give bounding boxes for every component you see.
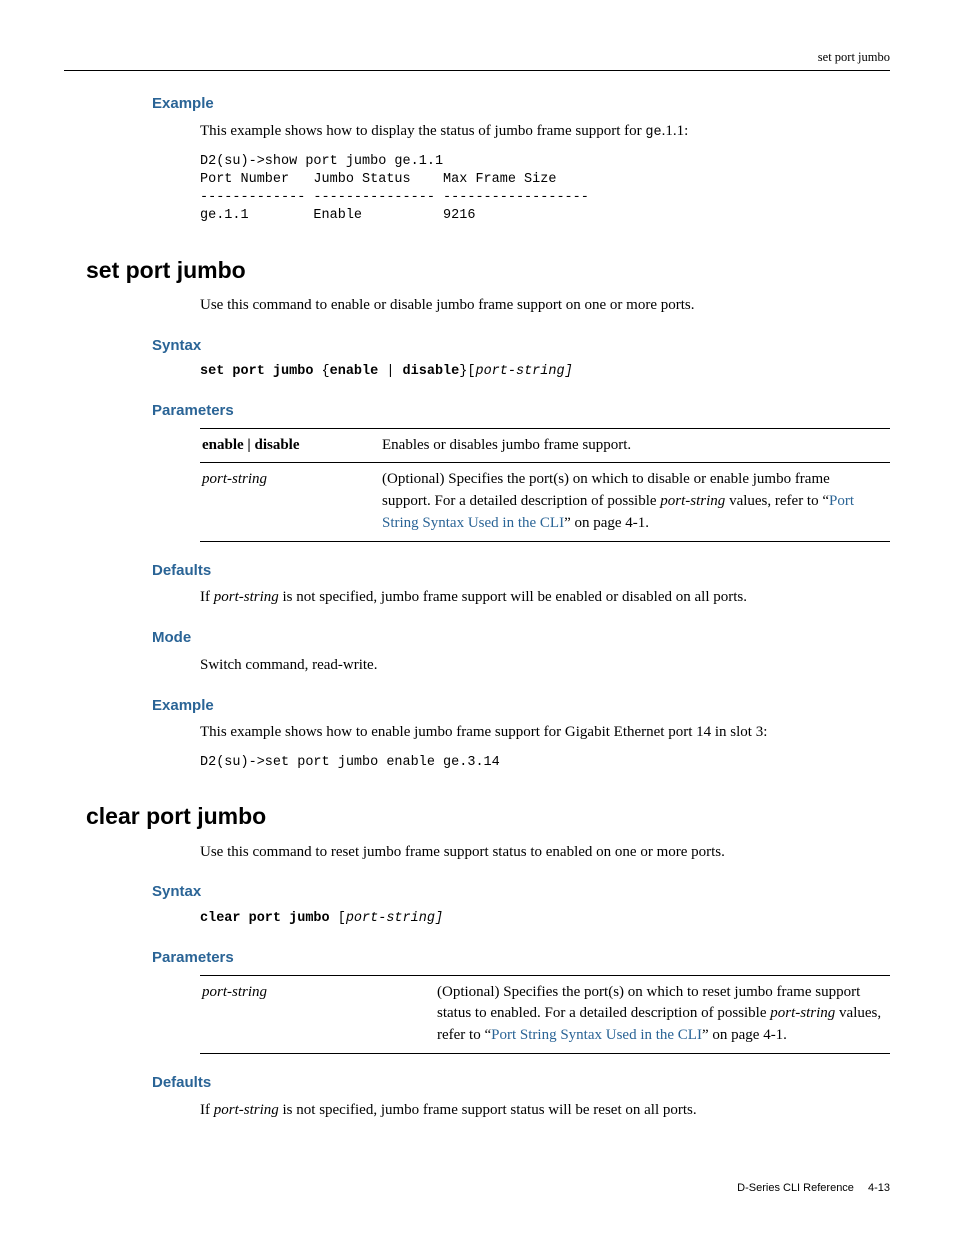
defaults2-em: port-string — [214, 1102, 279, 1118]
defaults2-post: is not specified, jumbo frame support st… — [279, 1102, 697, 1118]
defaults-em: port-string — [214, 589, 279, 605]
syntax2-bracket-open: [ — [330, 911, 346, 926]
heading-example-2: Example — [152, 695, 890, 717]
heading-defaults-2: Defaults — [152, 1072, 890, 1094]
syntax-clear-port-jumbo: clear port jumbo [port-string] — [200, 909, 890, 929]
param-desc-mid: values, refer to “ — [725, 493, 829, 509]
param-desc-post: ” on page 4-1. — [564, 515, 649, 531]
heading-mode-1: Mode — [152, 627, 890, 649]
heading-parameters-2: Parameters — [152, 947, 890, 969]
param2-desc-post: ” on page 4-1. — [702, 1027, 787, 1043]
heading-example-1: Example — [152, 93, 890, 115]
example1-intro: This example shows how to display the st… — [200, 121, 890, 143]
table-row: enable | disable Enables or disables jum… — [200, 428, 890, 463]
xref-port-string-syntax-2[interactable]: Port String Syntax Used in the CLI — [491, 1027, 702, 1043]
defaults2-pre: If — [200, 1102, 214, 1118]
header-right-text: set port jumbo — [818, 50, 890, 64]
param-name-italic-2: port-string — [202, 984, 267, 1000]
param-name-italic: port-string — [202, 471, 267, 487]
syntax-kw3: disable — [403, 364, 460, 379]
syntax-kw2: enable — [330, 364, 379, 379]
syntax-set-port-jumbo: set port jumbo {enable | disable}[port-s… — [200, 362, 890, 382]
example1-code: D2(su)->show port jumbo ge.1.1 Port Numb… — [200, 153, 890, 226]
syntax-pipe: | — [378, 364, 402, 379]
page-footer: D-Series CLI Reference 4-13 — [64, 1181, 890, 1197]
example2-code: D2(su)->set port jumbo enable ge.3.14 — [200, 754, 890, 772]
param-desc: (Optional) Specifies the port(s) on whic… — [380, 463, 890, 541]
syntax-brace-open: { — [313, 364, 329, 379]
heading-syntax-1: Syntax — [152, 335, 890, 357]
example2-text: This example shows how to enable jumbo f… — [200, 722, 890, 744]
syntax-kw1: set port jumbo — [200, 364, 313, 379]
heading-syntax-2: Syntax — [152, 881, 890, 903]
defaults-text-1: If port-string is not specified, jumbo f… — [200, 587, 890, 609]
param-desc: Enables or disables jumbo frame support. — [380, 428, 890, 463]
syntax2-kw1: clear port jumbo — [200, 911, 330, 926]
example1-intro-post: .1.1: — [662, 123, 689, 139]
param-desc: (Optional) Specifies the port(s) on whic… — [435, 975, 890, 1053]
clear-port-jumbo-desc: Use this command to reset jumbo frame su… — [200, 842, 890, 864]
mode-text-1: Switch command, read-write. — [200, 655, 890, 677]
defaults-post: is not specified, jumbo frame support wi… — [279, 589, 747, 605]
page-header: set port jumbo — [64, 48, 890, 71]
example1-intro-pre: This example shows how to display the st… — [200, 123, 645, 139]
heading-parameters-1: Parameters — [152, 400, 890, 422]
syntax2-arg: port-string] — [346, 911, 443, 926]
example1-intro-code: ge — [645, 125, 661, 140]
param-table-set: enable | disable Enables or disables jum… — [200, 428, 890, 542]
heading-defaults-1: Defaults — [152, 560, 890, 582]
param-desc-em: port-string — [660, 493, 725, 509]
param-name: enable | disable — [200, 428, 380, 463]
param-name-bold: enable | disable — [202, 437, 300, 453]
defaults-text-2: If port-string is not specified, jumbo f… — [200, 1100, 890, 1122]
heading-clear-port-jumbo: clear port jumbo — [86, 800, 890, 833]
param-name: port-string — [200, 463, 380, 541]
table-row: port-string (Optional) Specifies the por… — [200, 463, 890, 541]
param2-desc-em: port-string — [770, 1005, 835, 1021]
param-name: port-string — [200, 975, 435, 1053]
syntax-brace-close: }[ — [459, 364, 475, 379]
param-table-clear: port-string (Optional) Specifies the por… — [200, 975, 890, 1054]
heading-set-port-jumbo: set port jumbo — [86, 254, 890, 287]
syntax-arg: port-string] — [475, 364, 572, 379]
table-row: port-string (Optional) Specifies the por… — [200, 975, 890, 1053]
defaults-pre: If — [200, 589, 214, 605]
set-port-jumbo-desc: Use this command to enable or disable ju… — [200, 295, 890, 317]
